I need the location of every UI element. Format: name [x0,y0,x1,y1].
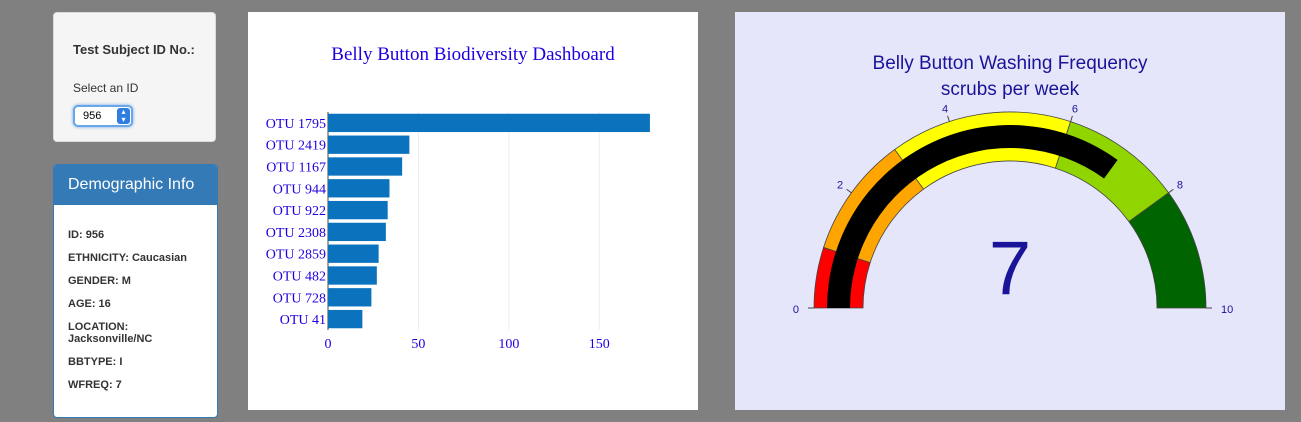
selected-id-value: 956 [83,110,102,122]
selector-subtitle: Select an ID [73,81,139,95]
gauge-subtitle: scrubs per week [941,79,1080,100]
demographic-item: BBTYPE: I [68,356,123,368]
otu-bar-chart: Belly Button Biodiversity Dashboard 0 50 10… [266,44,650,352]
gauge-title: Belly Button Washing Frequency [873,53,1148,74]
bar [328,288,372,307]
subject-id-select[interactable]: 956 ▴ ▾ [73,105,133,127]
washing-frequency-gauge: Belly Button Washing Frequency scrubs per… [793,53,1233,316]
y-tick-label: OTU 2419 [266,139,326,154]
bar-chart-panel: Belly Button Biodiversity Dashboard 0 50 10… [248,12,698,410]
gauge-step [1128,192,1207,309]
bar [328,222,386,242]
gauge-tick-label: 2 [837,180,843,192]
bar [328,244,379,263]
y-tick-label: OTU 41 [280,313,326,328]
gauge-chart-panel: Belly Button Washing Frequency scrubs per… [735,12,1285,410]
y-tick-label: OTU 944 [273,182,326,197]
gauge-tick-label: 8 [1177,180,1183,192]
demographic-item: ETHNICITY: Caucasian [68,252,187,264]
gauge-tick [1070,115,1073,122]
demographic-item: ID: 956 [68,229,105,241]
gauge-value-bar [827,125,1118,309]
y-tick-label: OTU 922 [273,204,326,219]
demographic-item: LOCATION: Jacksonville/NC [68,321,153,345]
bar [328,135,410,154]
y-tick-label: OTU 1795 [266,117,326,132]
y-tick-label: OTU 482 [273,270,326,285]
y-tick-label: OTU 2859 [266,248,326,263]
subject-selector-card: Test Subject ID No.: Select an ID 956 ▴ ▾ [53,12,216,142]
gauge-tick [947,115,950,122]
y-tick-label: OTU 728 [273,291,326,306]
demographic-item: GENDER: M [68,275,131,287]
gauge-tick [846,188,852,194]
bar [328,157,403,176]
gauge-tick-label: 0 [793,304,799,316]
gauge-tick [1168,188,1174,194]
demographic-item: WFREQ: 7 [68,379,122,391]
demographic-info-header: Demographic Info [54,165,217,205]
gauge-tick-label: 4 [942,103,948,115]
bar [328,200,388,220]
selector-title: Test Subject ID No.: [73,42,195,57]
gauge-tick-label: 10 [1221,304,1233,316]
bar [328,179,390,198]
select-arrows-icon: ▴ ▾ [117,108,130,124]
x-tick-label: 0 [325,337,332,352]
x-tick-label: 150 [589,337,610,352]
demographic-info-list: ID: 956 ETHNICITY: Caucasian GENDER: M AGE:… [68,229,213,402]
chart-title: Belly Button Biodiversity Dashboard [331,44,615,65]
gauge-value-number: 7 [989,226,1031,311]
bar [328,309,363,329]
demographic-item: AGE: 16 [68,298,111,310]
bar [328,266,377,285]
y-tick-label: OTU 1167 [266,161,326,176]
demographic-info-card: Demographic Info ID: 956 ETHNICITY: Cauca… [53,164,218,418]
x-tick-label: 100 [498,337,519,352]
y-tick-label: OTU 2308 [266,226,326,241]
x-tick-label: 50 [411,337,425,352]
bar [328,113,650,133]
gauge-tick-label: 6 [1072,103,1078,115]
